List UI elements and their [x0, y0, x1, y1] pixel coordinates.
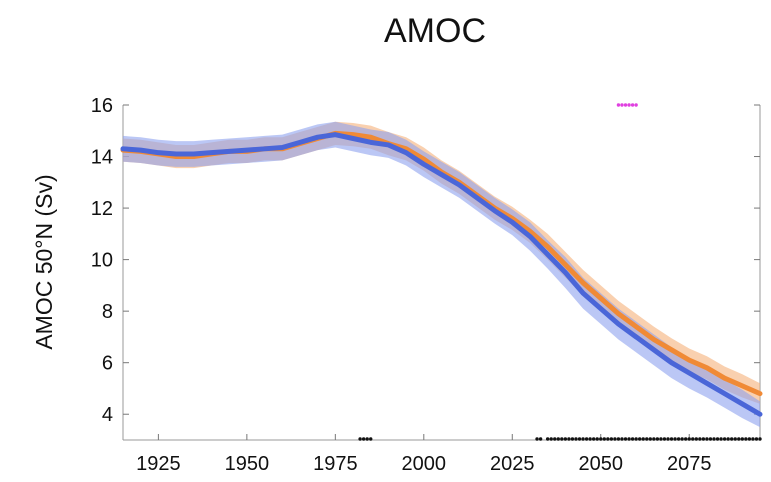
significance-marker	[723, 437, 726, 440]
significance-marker	[680, 437, 683, 440]
significance-marker	[634, 437, 637, 440]
significance-marker	[691, 437, 694, 440]
significance-marker	[362, 437, 365, 440]
significance-marker	[574, 437, 577, 440]
significance-marker	[627, 437, 630, 440]
significance-marker	[656, 437, 659, 440]
x-tick-label: 1925	[136, 453, 181, 475]
x-tick-label: 2000	[402, 453, 447, 475]
significance-marker	[592, 437, 595, 440]
significance-marker	[369, 437, 372, 440]
significance-marker	[581, 437, 584, 440]
significance-marker	[588, 437, 591, 440]
significance-marker	[567, 437, 570, 440]
significance-marker	[709, 437, 712, 440]
x-tick-label: 2050	[579, 453, 624, 475]
significance-marker	[666, 437, 669, 440]
significance-marker	[620, 437, 623, 440]
significance-marker	[365, 437, 368, 440]
significance-marker	[617, 103, 620, 106]
significance-marker	[705, 437, 708, 440]
x-tick-label: 1950	[225, 453, 270, 475]
significance-marker	[535, 437, 538, 440]
significance-marker	[649, 437, 652, 440]
significance-marker	[617, 437, 620, 440]
x-tick-label: 1975	[313, 453, 358, 475]
significance-marker	[719, 437, 722, 440]
significance-marker	[560, 437, 563, 440]
significance-marker	[571, 437, 574, 440]
significance-marker	[624, 437, 627, 440]
significance-marker	[546, 437, 549, 440]
significance-marker	[698, 437, 701, 440]
significance-marker	[585, 437, 588, 440]
significance-marker	[638, 437, 641, 440]
y-tick-label: 12	[91, 198, 113, 220]
y-tick-label: 8	[102, 301, 113, 323]
significance-marker	[610, 437, 613, 440]
significance-marker	[620, 103, 623, 106]
significance-marker	[358, 437, 361, 440]
significance-marker	[695, 437, 698, 440]
significance-marker	[748, 437, 751, 440]
significance-marker	[751, 437, 754, 440]
significance-marker	[659, 437, 662, 440]
y-tick-label: 16	[91, 95, 113, 117]
significance-marker	[716, 437, 719, 440]
significance-marker	[702, 437, 705, 440]
significance-marker	[624, 103, 627, 106]
x-tick-label: 2075	[667, 453, 712, 475]
significance-marker	[642, 437, 645, 440]
significance-marker	[564, 437, 567, 440]
significance-marker	[645, 437, 648, 440]
significance-marker	[755, 437, 758, 440]
significance-marker	[744, 437, 747, 440]
chart-title: AMOC	[384, 12, 486, 50]
significance-marker	[677, 437, 680, 440]
significance-marker	[553, 437, 556, 440]
significance-marker	[631, 437, 634, 440]
y-tick-label: 6	[102, 353, 113, 375]
significance-marker	[734, 437, 737, 440]
significance-marker	[557, 437, 560, 440]
significance-marker	[730, 437, 733, 440]
significance-marker	[688, 437, 691, 440]
plot-area: 4 6 8 10 12 14 16 1925 1950 1975 2000 2025 2050 2075	[91, 95, 762, 475]
significance-marker	[578, 437, 581, 440]
significance-marker	[712, 437, 715, 440]
significance-marker	[741, 437, 744, 440]
significance-marker	[599, 437, 602, 440]
significance-marker	[758, 437, 761, 440]
significance-marker	[663, 437, 666, 440]
significance-marker	[550, 437, 553, 440]
significance-marker	[670, 437, 673, 440]
significance-marker	[652, 437, 655, 440]
significance-marker	[606, 437, 609, 440]
significance-marker	[726, 437, 729, 440]
significance-marker	[684, 437, 687, 440]
significance-marker	[603, 437, 606, 440]
x-tick-label: 2025	[490, 453, 535, 475]
series-2-spread-band	[123, 122, 760, 427]
significance-marker	[613, 437, 616, 440]
y-tick-label: 10	[91, 250, 113, 272]
y-tick-label: 4	[102, 404, 113, 426]
significance-marker	[631, 103, 634, 106]
y-axis-label: AMOC 50°N (Sv)	[31, 174, 57, 349]
significance-marker	[539, 437, 542, 440]
y-tick-label: 14	[91, 147, 113, 169]
significance-marker	[737, 437, 740, 440]
significance-marker	[634, 103, 637, 106]
significance-marker	[627, 103, 630, 106]
significance-marker	[596, 437, 599, 440]
significance-marker	[673, 437, 676, 440]
